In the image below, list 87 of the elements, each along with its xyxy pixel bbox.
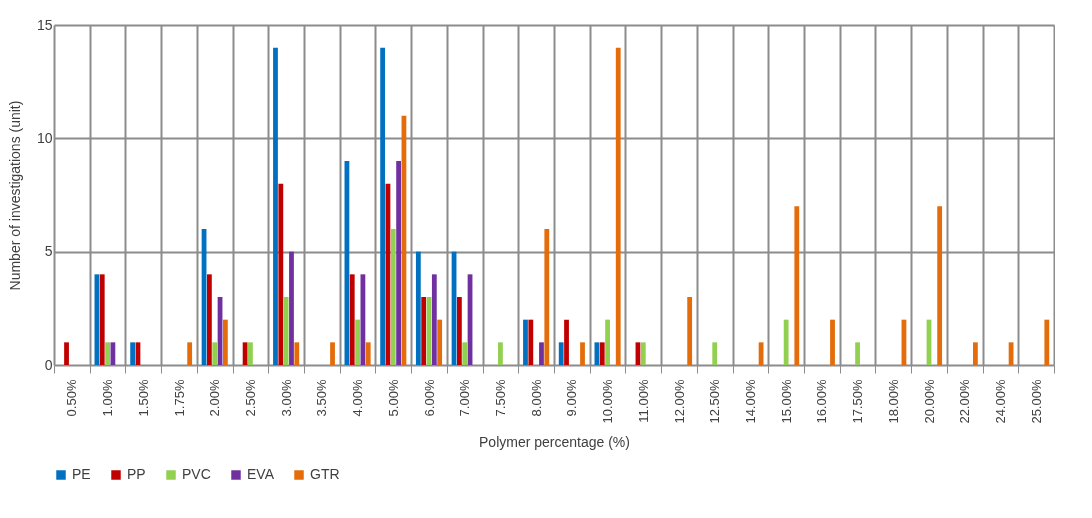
bar bbox=[390, 229, 396, 365]
x-tick-label: 1.75% bbox=[171, 379, 187, 417]
x-tick-label: 4.00% bbox=[350, 379, 366, 417]
bar bbox=[105, 342, 110, 365]
x-tick-label: 6.00% bbox=[421, 379, 437, 417]
x-tick-label: 2.00% bbox=[207, 379, 223, 417]
x-tick-label: 15.00% bbox=[778, 379, 794, 424]
x-tick-label: 10.00% bbox=[600, 379, 616, 424]
legend-label: EVA bbox=[247, 466, 275, 482]
x-tick-label: 5.00% bbox=[385, 379, 401, 417]
y-tick-label: 5 bbox=[44, 243, 53, 260]
bar bbox=[64, 342, 69, 365]
bar bbox=[605, 319, 610, 365]
bar bbox=[523, 319, 528, 365]
x-tick-label: 1.50% bbox=[135, 379, 151, 417]
bar bbox=[687, 297, 693, 365]
legend-label: PP bbox=[127, 466, 146, 482]
y-axis-title: Number of investigations (unit) bbox=[6, 100, 23, 291]
bar bbox=[415, 251, 421, 365]
bar bbox=[349, 274, 355, 365]
bar bbox=[580, 342, 585, 365]
bar bbox=[855, 342, 860, 365]
y-tick-label: 10 bbox=[36, 129, 53, 146]
bar bbox=[130, 342, 136, 365]
x-tick-label: 16.00% bbox=[814, 379, 830, 424]
bar bbox=[1044, 319, 1050, 365]
legend-label: PVC bbox=[182, 466, 211, 482]
x-tick-label: 8.00% bbox=[528, 379, 544, 417]
bar bbox=[330, 342, 335, 365]
legend-label: GTR bbox=[310, 466, 340, 482]
bar bbox=[273, 47, 278, 365]
x-tick-label: 14.00% bbox=[742, 379, 758, 424]
bar bbox=[783, 319, 789, 365]
bar bbox=[289, 251, 294, 365]
bar bbox=[528, 319, 534, 365]
bar bbox=[248, 342, 253, 365]
bar bbox=[222, 319, 228, 365]
x-tick-label: 1.00% bbox=[100, 379, 116, 417]
bar bbox=[640, 342, 646, 365]
bar bbox=[544, 229, 550, 365]
bar bbox=[794, 206, 800, 365]
x-tick-label: 3.50% bbox=[314, 379, 330, 417]
x-tick-label: 7.00% bbox=[457, 379, 473, 417]
bar bbox=[456, 297, 462, 365]
bar bbox=[206, 274, 212, 365]
x-tick-label: 25.00% bbox=[1028, 379, 1044, 424]
y-tick-label: 0 bbox=[44, 356, 53, 373]
bar bbox=[462, 342, 468, 365]
bar bbox=[615, 47, 621, 365]
bar bbox=[539, 342, 544, 365]
bar bbox=[212, 342, 218, 365]
x-tick-label: 20.00% bbox=[921, 379, 937, 424]
bar bbox=[396, 161, 402, 365]
bar bbox=[187, 342, 193, 365]
bar bbox=[712, 342, 718, 365]
x-tick-label: 18.00% bbox=[885, 379, 901, 424]
bar bbox=[99, 274, 105, 365]
bar bbox=[365, 342, 371, 365]
bar bbox=[937, 206, 943, 365]
x-tick-label: 12.00% bbox=[671, 379, 687, 424]
bar bbox=[294, 342, 300, 365]
y-tick-label: 15 bbox=[36, 16, 53, 33]
bar bbox=[278, 183, 284, 365]
bar bbox=[283, 297, 289, 365]
bar bbox=[558, 342, 564, 365]
x-tick-label: 11.00% bbox=[635, 379, 651, 423]
bar bbox=[380, 47, 386, 365]
x-tick-label: 2.50% bbox=[242, 379, 258, 417]
x-tick-label: 24.00% bbox=[992, 379, 1008, 424]
bar bbox=[355, 319, 360, 365]
x-tick-label: 9.00% bbox=[564, 379, 580, 417]
bar bbox=[972, 342, 978, 365]
bar bbox=[421, 297, 427, 365]
x-tick-label: 7.50% bbox=[492, 379, 508, 417]
x-axis-title: Polymer percentage (%) bbox=[479, 433, 630, 450]
x-tick-label: 22.00% bbox=[957, 379, 973, 424]
legend-label: PE bbox=[72, 466, 91, 482]
bar bbox=[498, 342, 503, 365]
bar bbox=[437, 319, 443, 365]
bar bbox=[830, 319, 835, 365]
bar bbox=[431, 274, 437, 365]
x-tick-label: 12.50% bbox=[707, 379, 723, 424]
bar bbox=[564, 319, 569, 365]
x-tick-label: 17.50% bbox=[850, 379, 866, 424]
bar bbox=[599, 342, 605, 365]
x-tick-label: 0.50% bbox=[64, 379, 80, 417]
x-tick-label: 3.00% bbox=[278, 379, 294, 417]
